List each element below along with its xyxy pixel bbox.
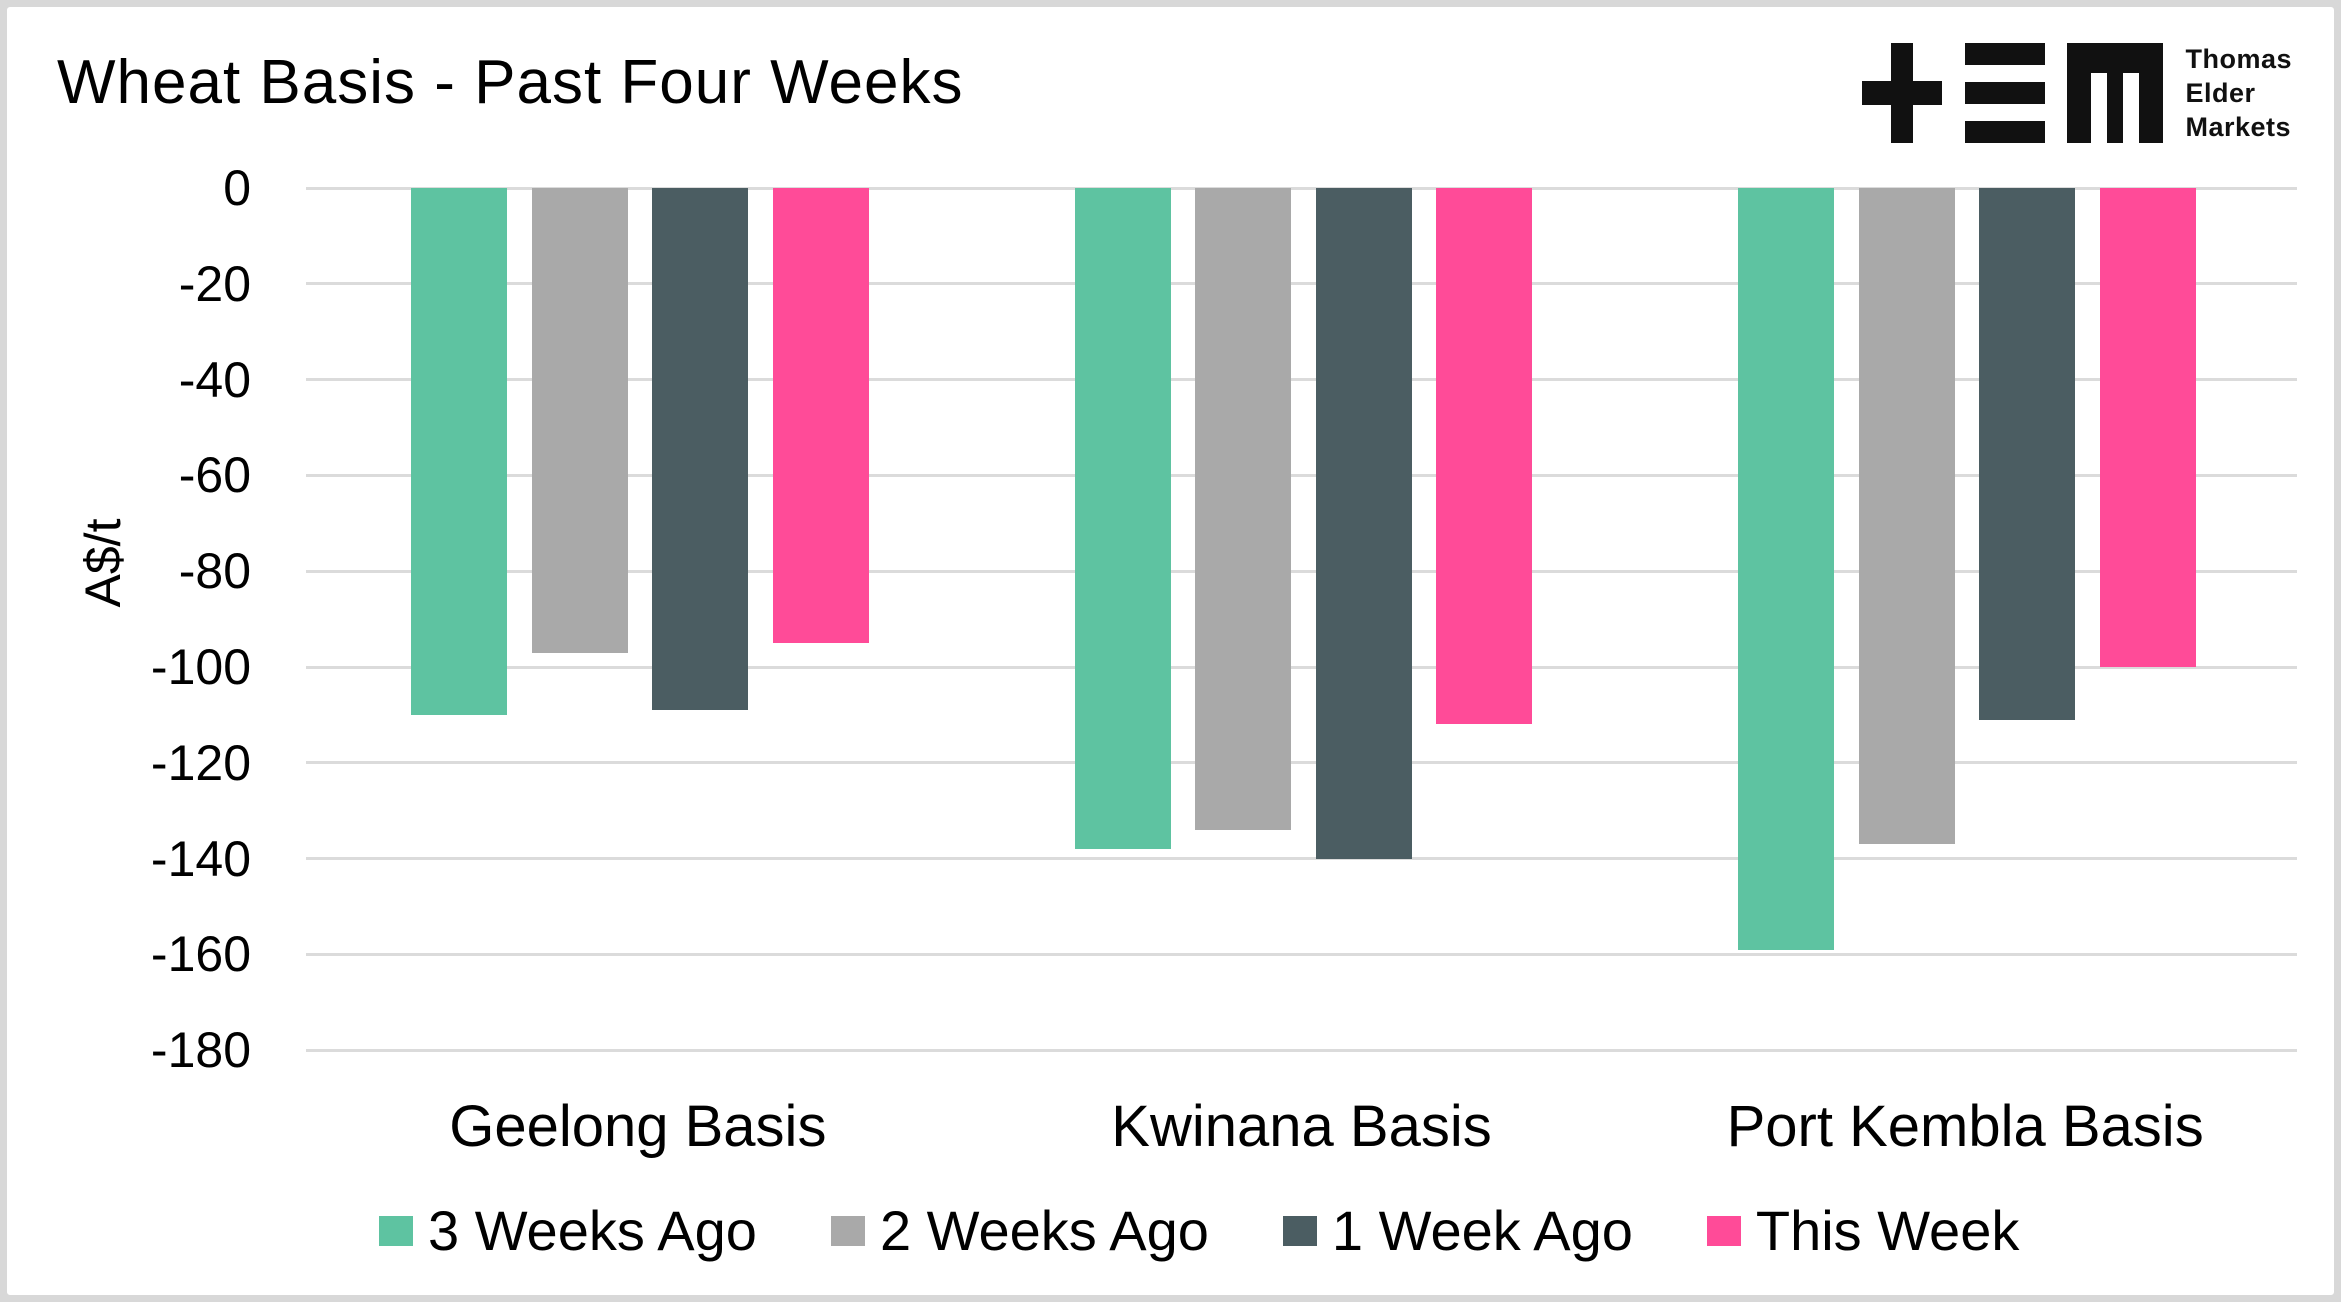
y-tick-label--60: -60 — [178, 447, 251, 504]
gridline--20 — [306, 282, 2297, 286]
bar-port-kembla-basis-3-weeks-ago — [1738, 188, 1835, 950]
y-tick-label--180: -180 — [150, 1022, 251, 1079]
gridline--180 — [306, 1048, 2297, 1052]
tem-logo: Thomas Elder Markets — [1862, 43, 2292, 143]
y-tick-label--160: -160 — [150, 926, 251, 983]
legend: 3 Weeks Ago 2 Weeks Ago 1 Week Ago This Wee… — [379, 1199, 2019, 1263]
bar-kwinana-basis-this-week — [1436, 188, 1533, 725]
legend-swatch-2-weeks-ago — [830, 1216, 865, 1246]
bar-kwinana-basis-1-week-ago — [1315, 188, 1412, 859]
bar-port-kembla-basis-this-week — [2099, 188, 2196, 667]
category-label-geelong-basis: Geelong Basis — [449, 1094, 827, 1159]
legend-item-1-week-ago: 1 Week Ago — [1282, 1199, 1633, 1263]
logo-m-icon — [2067, 43, 2164, 143]
logo-e-icon — [1965, 43, 2046, 143]
logo-line-2: Elder — [2185, 78, 2256, 108]
bar-geelong-basis-3-weeks-ago — [411, 188, 507, 715]
logo-wordmark: Thomas Elder Markets — [2185, 43, 2292, 143]
legend-item-3-weeks-ago: 3 Weeks Ago — [379, 1199, 757, 1263]
bar-kwinana-basis-3-weeks-ago — [1074, 188, 1171, 850]
y-tick-label--80: -80 — [178, 543, 251, 600]
bar-port-kembla-basis-2-weeks-ago — [1858, 188, 1955, 845]
category-label-kwinana-basis: Kwinana Basis — [1111, 1094, 1492, 1159]
logo-line-3: Markets — [2185, 112, 2292, 142]
legend-label-1-week-ago: 1 Week Ago — [1331, 1199, 1633, 1262]
plot-area: 0 -20 -40 -60 -80 -100 -120 -140 -160 -180 Geelong… — [7, 7, 2334, 1295]
legend-label-2-weeks-ago: 2 Weeks Ago — [879, 1199, 1209, 1262]
legend-item-this-week: This Week — [1706, 1199, 2020, 1263]
y-tick-label--140: -140 — [150, 830, 251, 887]
legend-swatch-1-week-ago — [1282, 1216, 1317, 1246]
legend-swatch-this-week — [1706, 1216, 1741, 1246]
category-label-port-kembla-basis: Port Kembla Basis — [1726, 1094, 2204, 1159]
y-tick-label--120: -120 — [150, 734, 251, 791]
legend-swatch-3-weeks-ago — [379, 1216, 413, 1246]
y-tick-label--100: -100 — [150, 639, 251, 695]
legend-item-2-weeks-ago: 2 Weeks Ago — [830, 1199, 1209, 1263]
logo-plus-icon — [1862, 43, 1943, 143]
gridline--80 — [306, 569, 2297, 573]
gridline--140 — [306, 857, 2297, 861]
legend-label-3-weeks-ago: 3 Weeks Ago — [428, 1199, 757, 1262]
legend-label-this-week: This Week — [1755, 1199, 2020, 1262]
chart-title: Wheat Basis - Past Four Weeks — [57, 48, 964, 117]
gridline--40 — [306, 378, 2297, 382]
gridline--100 — [306, 665, 2297, 669]
bar-geelong-basis-this-week — [772, 188, 869, 644]
y-tick-label--40: -40 — [178, 351, 251, 408]
bar-geelong-basis-2-weeks-ago — [531, 188, 628, 653]
gridline-0 — [306, 186, 2297, 190]
y-tick-label--20: -20 — [178, 255, 251, 312]
gridline--60 — [306, 473, 2297, 477]
bar-geelong-basis-1-week-ago — [652, 188, 748, 711]
gridline--120 — [306, 761, 2297, 765]
y-tick-label-0: 0 — [223, 160, 251, 216]
bar-port-kembla-basis-1-week-ago — [1979, 188, 2076, 720]
logo-line-1: Thomas — [2185, 44, 2292, 74]
bar-kwinana-basis-2-weeks-ago — [1195, 188, 1292, 830]
gridline--160 — [306, 952, 2297, 956]
